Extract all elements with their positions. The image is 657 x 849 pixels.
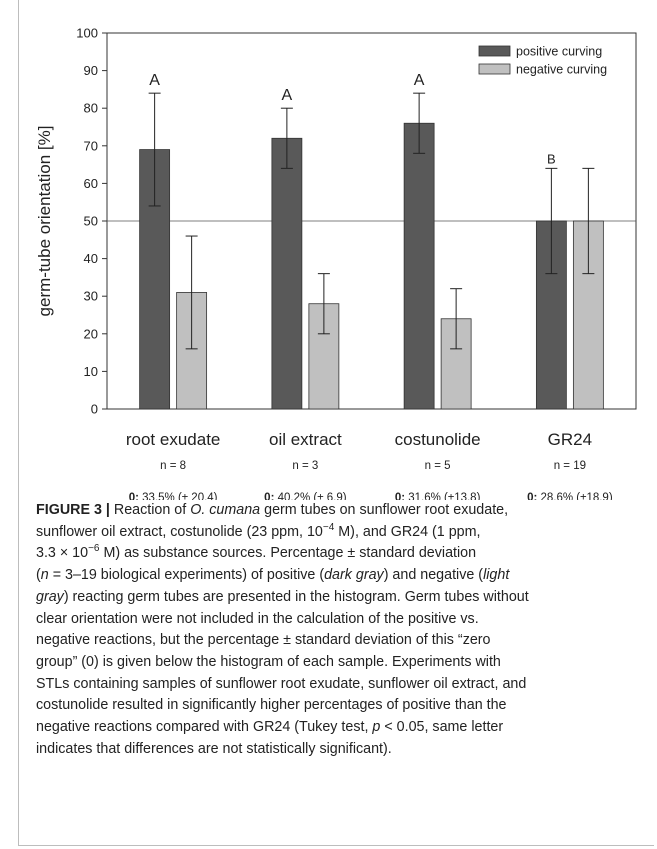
significance-letter: B [547, 151, 556, 166]
caption-text: STLs containing samples of sunflower roo… [36, 675, 527, 692]
n-label: n = 3 [292, 460, 318, 472]
y-tick-label: 0 [91, 402, 98, 417]
zero-group-value: 40.2% (± 6.9) [278, 492, 347, 500]
caption-text: dark gray [324, 567, 384, 584]
zero-group-label: 0: 33.5% (± 20.4) [129, 492, 218, 500]
caption-text: ) reacting germ tubes are presented in t… [63, 588, 529, 605]
legend-swatch-positive [478, 45, 511, 57]
bar-positive [271, 137, 303, 410]
y-tick-label: 30 [84, 289, 98, 304]
caption-line: negative reactions, but the percentage ±… [36, 630, 636, 652]
y-tick-label: 90 [84, 63, 98, 78]
caption-text: sunflower oil extract, costunolide (23 p… [36, 523, 323, 540]
bar-positive [403, 122, 435, 410]
y-tick-label: 50 [84, 214, 98, 229]
caption-text: light [483, 567, 510, 584]
caption-text: costunolide resulted in significantly hi… [36, 697, 507, 714]
caption-line: (n = 3–19 biological experiments) of pos… [36, 565, 636, 587]
significance-letter: A [414, 72, 425, 89]
caption-line: indicates that differences are not stati… [36, 739, 636, 761]
caption-text: Reaction of [109, 502, 191, 518]
legend-swatch-negative [478, 63, 511, 75]
caption-line: gray) reacting germ tubes are presented … [36, 587, 636, 609]
n-label: n = 5 [425, 460, 451, 472]
caption-text: negative reactions compared with GR24 (T… [36, 719, 373, 736]
caption-line: FIGURE 3 | Reaction of O. cumana germ tu… [36, 500, 636, 522]
caption-text: clear orientation were not included in t… [36, 610, 479, 627]
zero-group-value: 28.6% (±18.9) [541, 492, 613, 500]
caption-text: M) as substance sources. Percentage ± st… [99, 545, 477, 562]
zero-group-prefix: 0: [129, 492, 142, 500]
caption-line: clear orientation were not included in t… [36, 609, 636, 631]
caption-line: negative reactions compared with GR24 (T… [36, 717, 636, 739]
zero-group-label: 0: 28.6% (±18.9) [527, 492, 613, 500]
caption-text: ( [36, 567, 41, 584]
y-tick-label: 60 [84, 176, 98, 191]
significance-letter: A [149, 72, 160, 89]
zero-group-label: 0: 31.6% (±13.8) [395, 492, 481, 500]
caption-text: O. cumana [190, 502, 261, 518]
caption-text: gray [36, 588, 64, 605]
n-label: n = 8 [160, 460, 186, 472]
figure-frame [18, 0, 654, 846]
n-label: n = 19 [554, 460, 586, 472]
caption-line: group” (0) is given below the histogram … [36, 652, 636, 674]
zero-group-label: 0: 40.2% (± 6.9) [264, 492, 347, 500]
zero-group-value: 31.6% (±13.8) [408, 492, 480, 500]
caption-text: germ tubes on sunflower root exudate, [260, 502, 509, 518]
caption-text: indicates that differences are not stati… [36, 740, 392, 757]
legend-label: negative curving [516, 63, 607, 77]
caption-text: ) and negative ( [383, 567, 484, 584]
category-label: oil extract [269, 430, 342, 449]
y-tick-label: 20 [84, 326, 98, 341]
zero-group-prefix: 0: [264, 492, 277, 500]
y-tick-label: 10 [84, 364, 98, 379]
y-tick-label: 40 [84, 251, 98, 266]
caption-line: 3.3 × 10−6 M) as substance sources. Perc… [36, 543, 636, 565]
category-label: costunolide [395, 430, 481, 449]
y-tick-label: 70 [84, 138, 98, 153]
category-label: root exudate [126, 430, 221, 449]
caption-text: −4 [322, 521, 335, 533]
caption-figure-label: FIGURE 3 | [36, 502, 110, 518]
caption-line: costunolide resulted in significantly hi… [36, 695, 636, 717]
caption-text: −6 [88, 543, 100, 555]
caption-text: M), and GR24 (1 ppm, [334, 523, 481, 540]
y-axis-label: germ-tube orientation [%] [35, 126, 54, 317]
caption-text: group” (0) is given below the histogram … [36, 653, 501, 670]
significance-letter: A [282, 87, 293, 104]
caption-text: = 3–19 biological experiments) of positi… [48, 567, 325, 584]
caption-line: sunflower oil extract, costunolide (23 p… [36, 522, 636, 544]
bar-chart: 0 10 20 30 40 50 60 70 80 90 100 germ-tube orientat… [35, 26, 637, 500]
legend-label: positive curving [516, 45, 602, 59]
category-label: GR24 [548, 430, 592, 449]
caption-text: p [372, 719, 381, 736]
caption-line: STLs containing samples of sunflower roo… [36, 674, 636, 696]
caption-text: negative reactions, but the percentage ±… [36, 632, 491, 649]
caption-text: < 0.05, same letter [380, 719, 504, 736]
zero-group-value: 33.5% (± 20.4) [142, 492, 218, 500]
caption-text: n [40, 567, 49, 584]
caption-text: 3.3 × 10 [36, 545, 89, 562]
y-tick-label: 100 [76, 26, 98, 41]
bar-negative [572, 220, 604, 410]
zero-group-prefix: 0: [395, 492, 408, 500]
figure-caption: FIGURE 3 | Reaction of O. cumana germ tu… [36, 500, 636, 760]
zero-group-prefix: 0: [527, 492, 540, 500]
y-tick-label: 80 [84, 101, 98, 116]
